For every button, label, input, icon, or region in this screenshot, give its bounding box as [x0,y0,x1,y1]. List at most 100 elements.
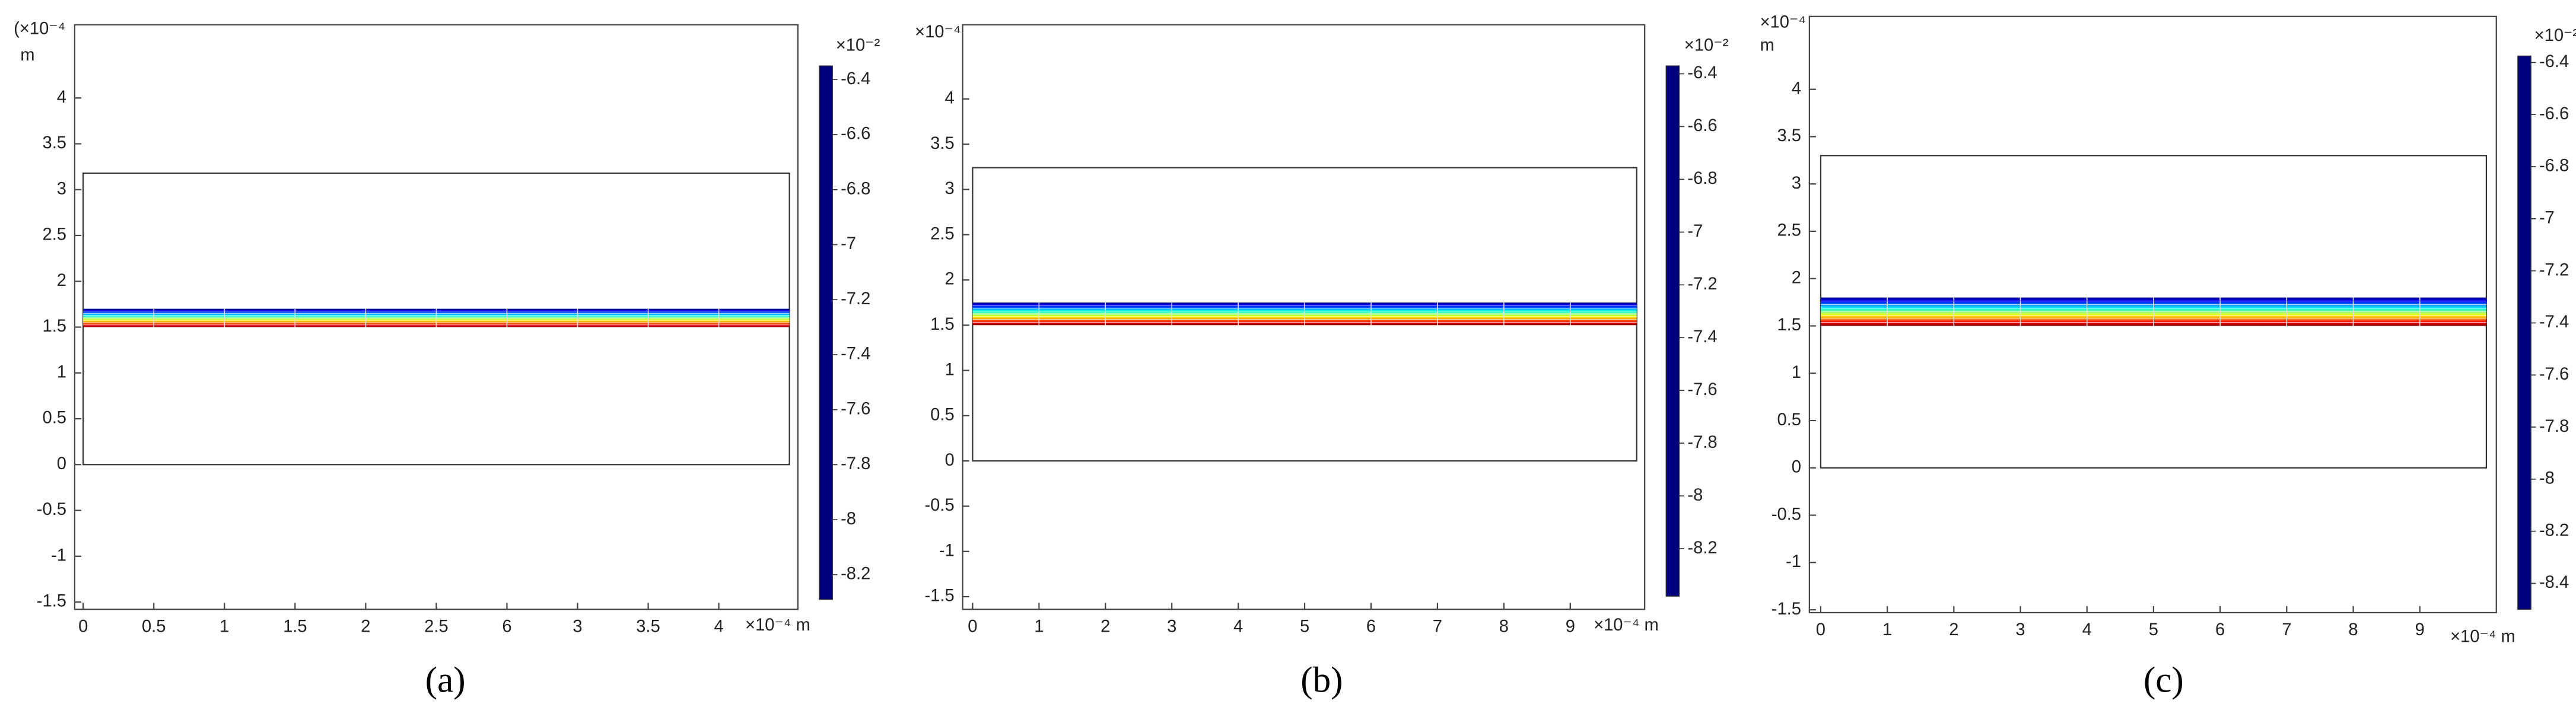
x-axis-unit: ×10⁻⁴ m [2450,627,2515,646]
x-tick-label: 2 [1101,617,1110,636]
plot-frame [962,24,1646,610]
colorbar [819,65,833,600]
x-axis-unit: ×10⁻⁴ m [1594,616,1659,635]
y-tick-label: 1 [57,362,66,381]
y-axis-unit: ×10⁻⁴ [1760,13,1806,32]
x-tick-label: 5 [2149,620,2158,639]
x-tick-label: 0 [78,617,88,636]
y-tick-label: 3 [57,179,66,198]
colorbar-tick-label: -6.8 [2539,157,2569,176]
x-tick-label: 9 [1566,617,1575,636]
y-tick-label: 0.5 [43,409,67,428]
y-axis-unit: m [20,46,34,65]
y-tick-label: 3.5 [930,134,955,153]
x-tick-label: 6 [502,617,511,636]
x-tick-label: 2.5 [424,617,449,636]
x-tick-label: 3.5 [636,617,660,636]
y-tick-label: 2 [1792,268,1801,287]
colorbar-tick-label: -8.4 [2539,573,2569,592]
colorbar-unit: ×10⁻² [1684,36,1729,55]
y-tick-label: 1 [1792,363,1801,382]
x-axis-unit: ×10⁻⁴ m [745,616,810,635]
x-tick-label: 2 [1949,620,1958,639]
x-tick-label: 8 [2348,620,2358,639]
y-tick-label: 3 [944,179,954,198]
y-tick-label: 2.5 [1777,221,1801,240]
caption: (a) [425,660,466,700]
colorbar-tick-label: -7.2 [1687,275,1717,294]
y-axis-unit: ×10⁻⁴ [915,23,961,42]
colorbar-tick-label: -6.4 [2539,52,2569,71]
colorbar-tick-label: -8.2 [1687,539,1717,558]
caption: (c) [2144,660,2184,700]
colorbar-tick-label: -7.6 [2539,365,2569,384]
colorbar-tick-label: -7.4 [841,345,870,364]
colorbar-tick-label: -7.8 [841,454,870,473]
colorbar-tick-label: -7.2 [841,289,870,308]
y-tick-label: 1.5 [930,315,955,334]
y-tick-label: 0.5 [930,406,955,425]
caption: (b) [1300,660,1343,700]
x-tick-label: 6 [1366,617,1376,636]
colorbar [1665,65,1680,597]
x-tick-label: 3 [1167,617,1176,636]
x-tick-label: 5 [1300,617,1309,636]
y-tick-label: -1 [939,541,955,560]
y-tick-label: -1 [1786,552,1801,571]
y-tick-label: 0 [1792,458,1801,477]
y-tick-label: 3 [1792,174,1801,193]
colorbar-tick-label: -7.6 [841,399,870,418]
y-tick-label: 3.5 [43,133,67,152]
colorbar-tick-label: -8 [841,509,856,528]
x-tick-label: 3 [2015,620,2025,639]
y-tick-label: -1.5 [924,587,954,606]
y-tick-label: 4 [944,88,954,107]
x-tick-label: 9 [2415,620,2425,639]
y-tick-label: 2.5 [930,224,955,243]
x-tick-label: 0 [1816,620,1826,639]
y-axis-unit: m [1760,36,1774,55]
y-tick-label: 0 [57,454,66,473]
y-axis-unit: (×10⁻⁴ [14,20,65,39]
x-tick-label: 4 [714,617,723,636]
colorbar-tick-label: -8.2 [841,565,870,584]
y-tick-label: -0.5 [37,500,66,519]
x-tick-label: 4 [2082,620,2092,639]
colorbar-tick-label: -7.4 [1687,327,1717,346]
colorbar-tick-label: -7 [841,234,856,253]
colorbar-tick-label: -7 [1687,222,1703,241]
y-tick-label: 1.5 [1777,316,1801,335]
y-tick-label: 4 [1792,79,1801,98]
y-tick-label: -0.5 [924,496,954,515]
colorbar-tick-label: -7.4 [2539,313,2569,332]
y-tick-label: 0.5 [1777,410,1801,429]
x-tick-label: 1 [1034,617,1044,636]
colorbar-unit: ×10⁻² [2534,26,2576,45]
y-tick-label: -0.5 [1772,505,1801,524]
y-tick-label: 3.5 [1777,126,1801,145]
colorbar-tick-label: -7.8 [1687,433,1717,452]
y-tick-label: 0 [944,451,954,470]
colorbar-tick-label: -6.6 [841,125,870,144]
colorbar-tick-label: -7 [2539,209,2555,228]
y-tick-label: -1.5 [1772,600,1801,619]
y-tick-label: 2 [57,271,66,290]
colorbar-tick-label: -6.8 [841,179,870,198]
colorbar-tick-label: -6.8 [1687,169,1717,188]
x-tick-label: 7 [2282,620,2291,639]
colorbar-tick-label: -6.6 [2539,104,2569,123]
x-tick-label: 1.5 [283,617,307,636]
y-tick-label: 2 [944,270,954,289]
y-tick-label: 4 [57,88,66,107]
colorbar-tick-label: -6.4 [1687,63,1717,82]
colorbar-tick-label: -8.2 [2539,521,2569,540]
plot-frame [1808,15,2497,614]
x-tick-label: 3 [573,617,582,636]
x-tick-label: 6 [2215,620,2225,639]
colorbar-tick-label: -7.2 [2539,260,2569,279]
colorbar-tick-label: -7.8 [2539,417,2569,436]
x-tick-label: 8 [1499,617,1509,636]
x-tick-label: 7 [1433,617,1442,636]
colorbar [2517,55,2532,610]
x-tick-label: 0 [968,617,977,636]
